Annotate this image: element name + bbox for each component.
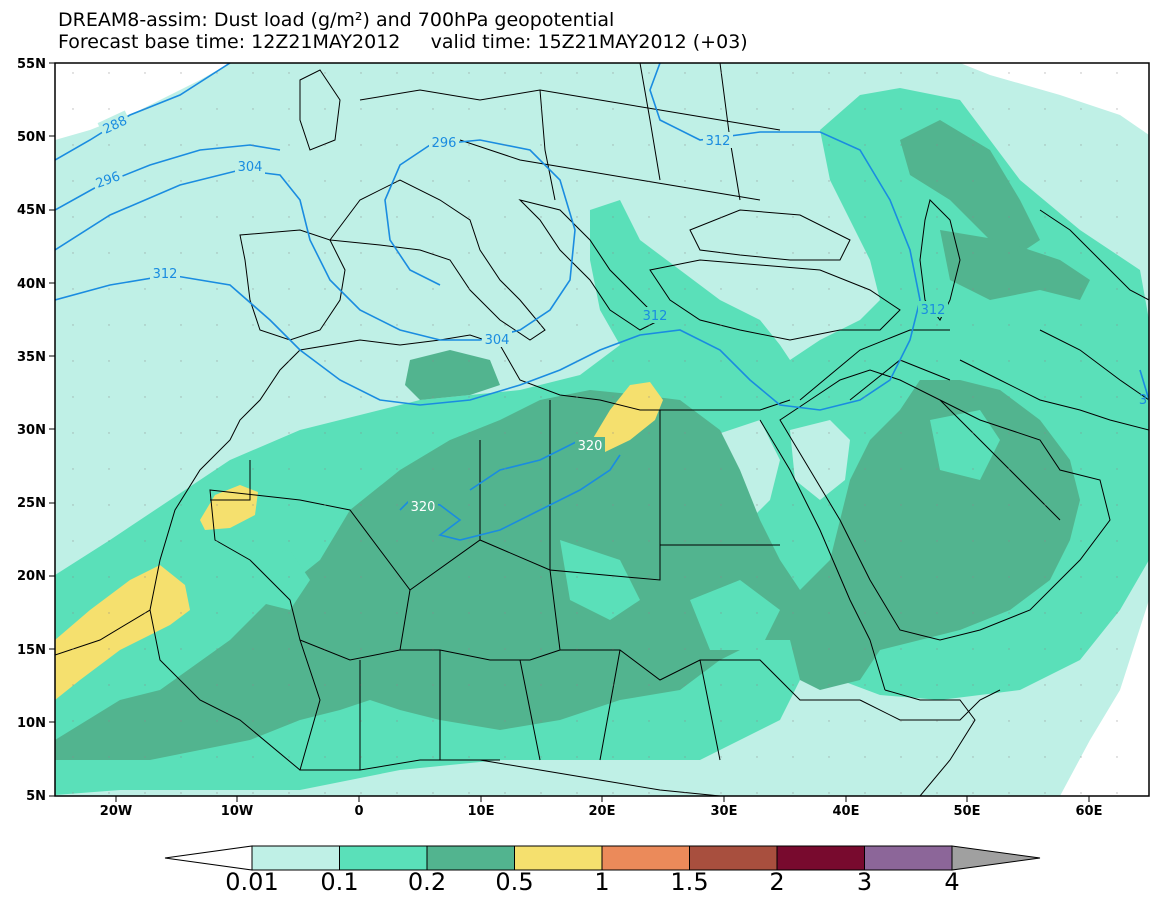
colorbar-box-3 xyxy=(514,845,603,871)
colorbar-label-2: 0.2 xyxy=(407,868,447,896)
colorbar-label-4: 1 xyxy=(594,868,610,896)
colorbar xyxy=(164,845,1041,871)
lon-tick-10e: 10E xyxy=(468,804,495,819)
lon-tick-marks xyxy=(115,796,1090,802)
colorbar-label-5: 1.5 xyxy=(670,868,709,896)
lat-tick-40n: 40N xyxy=(17,277,46,292)
lon-axis: 20W 10W 0 10E 20E 30E 40E 50E 60E xyxy=(100,804,1103,819)
colorbar-box-1 xyxy=(339,845,428,871)
lon-tick-50e: 50E xyxy=(954,804,981,819)
lat-tick-25n: 25N xyxy=(17,496,46,511)
colorbar-label-8: 4 xyxy=(944,868,960,896)
lat-tick-10n: 10N xyxy=(17,716,46,731)
lon-tick-20w: 20W xyxy=(100,804,132,819)
lon-tick-0: 0 xyxy=(354,804,363,819)
lat-tick-marks xyxy=(49,62,55,797)
map-subtitle: Forecast base time: 12Z21MAY2012 valid t… xyxy=(58,31,748,53)
colorbar-label-6: 2 xyxy=(769,868,785,896)
colorbar-label-1: 0.1 xyxy=(320,868,359,896)
colorbar-box-6 xyxy=(776,845,865,871)
lat-tick-55n: 55N xyxy=(17,57,46,72)
map-title: DREAM8-assim: Dust load (g/m²) and 700hP… xyxy=(58,9,615,31)
colorbar-low-arrow xyxy=(164,845,253,871)
colorbar-label-3: 0.5 xyxy=(495,868,534,896)
lon-tick-60e: 60E xyxy=(1076,804,1103,819)
colorbar-high-arrow xyxy=(951,845,1041,871)
lat-tick-5n: 5N xyxy=(26,789,46,804)
lon-tick-40e: 40E xyxy=(833,804,860,819)
colorbar-label-0: 0.01 xyxy=(225,868,279,896)
lat-tick-35n: 35N xyxy=(17,350,46,365)
grid-dots xyxy=(55,63,1149,796)
colorbar-box-0 xyxy=(251,845,340,871)
colorbar-box-5 xyxy=(689,845,778,871)
lon-tick-20e: 20E xyxy=(589,804,616,819)
lat-tick-15n: 15N xyxy=(17,643,46,658)
lat-tick-30n: 30N xyxy=(17,423,46,438)
lat-tick-50n: 50N xyxy=(17,130,46,145)
lat-tick-20n: 20N xyxy=(17,569,46,584)
lat-tick-45n: 45N xyxy=(17,203,46,218)
lon-tick-10w: 10W xyxy=(221,804,253,819)
colorbar-box-4 xyxy=(601,845,690,871)
colorbar-label-7: 3 xyxy=(856,868,873,896)
colorbar-box-7 xyxy=(864,845,953,871)
lat-axis: 55N 50N 45N 40N 35N 30N 25N 20N 15N 10N … xyxy=(17,57,46,804)
colorbar-box-2 xyxy=(426,845,515,871)
lon-tick-30e: 30E xyxy=(711,804,738,819)
